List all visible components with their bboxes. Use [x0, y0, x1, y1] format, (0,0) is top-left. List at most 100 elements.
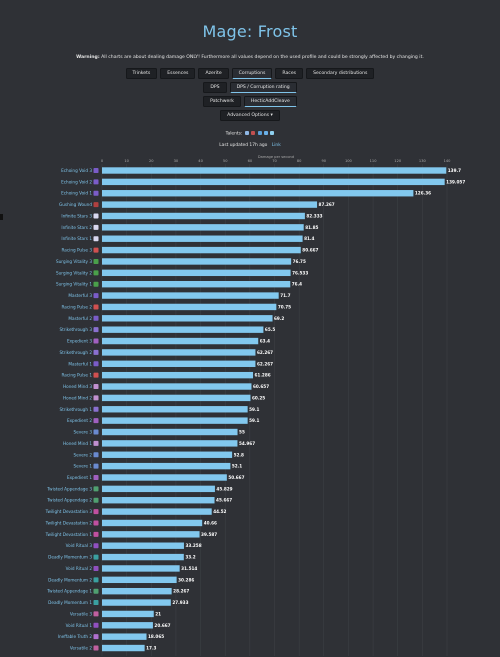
- talent-icon: [257, 131, 262, 135]
- tab-trinkets[interactable]: Trinkets: [125, 68, 158, 79]
- corruption-icon: [93, 179, 99, 185]
- corruption-icon: [93, 463, 99, 469]
- nav-row-fight-style: Patchwerk HecticAddCleave: [0, 96, 500, 107]
- corruption-icon: [93, 418, 99, 424]
- corruption-icon: [93, 622, 99, 628]
- corruption-icon: [93, 520, 99, 526]
- bar: [102, 303, 277, 311]
- bar: [102, 519, 203, 527]
- category-label: Racing Pulse 1: [61, 373, 92, 378]
- x-axis-ticks: 0 10 20 30 40 50 60 70 80 90 100 110 120 130 140: [101, 159, 451, 163]
- corruption-icon: [93, 395, 99, 401]
- bar: [102, 610, 154, 618]
- bar-row: Echoing Void 2 139.057: [61, 178, 465, 186]
- bar-row: Severe 3 55: [74, 428, 245, 436]
- corruption-icon: [93, 361, 99, 367]
- category-label: Deadly Momentum 3: [48, 555, 92, 560]
- tab-dps[interactable]: DPS: [203, 82, 227, 93]
- value-label: 69.2: [274, 316, 284, 321]
- bar: [102, 485, 215, 493]
- bar-row: Gushing Wound 87.267: [59, 201, 335, 208]
- corruption-icon: [93, 224, 99, 230]
- bar: [102, 190, 414, 197]
- talents-label: Talents:: [225, 131, 243, 137]
- category-label: Masterful 2: [68, 316, 92, 321]
- category-label: Infinite Stars 2: [61, 225, 92, 230]
- value-label: 28.267: [173, 589, 189, 594]
- tab-dps-corruption-rating[interactable]: DPS / Corruption rating: [229, 82, 297, 93]
- page-title: Mage: Frost: [202, 22, 298, 41]
- bar-row: Surging Vitality 1 76.4: [56, 281, 302, 288]
- bar-row: Strikethrough 2 62.267: [60, 349, 273, 356]
- value-label: 54.967: [239, 441, 255, 446]
- bar: [102, 497, 215, 504]
- value-label: 62.267: [257, 361, 273, 366]
- bar: [102, 451, 233, 458]
- category-label: Infinite Stars 3: [61, 213, 92, 218]
- corruption-icon: [93, 384, 99, 390]
- category-label: Surging Vitality 2: [56, 270, 92, 275]
- corruption-icon: [93, 531, 99, 537]
- tab-corruptions[interactable]: Corruptions: [231, 68, 273, 79]
- value-label: 55: [239, 430, 245, 435]
- bar: [102, 576, 177, 584]
- bar: [102, 394, 251, 402]
- corruption-icon: [93, 577, 99, 583]
- value-label: 63.4: [260, 339, 270, 344]
- corruption-icon: [93, 611, 99, 617]
- advanced-options-button[interactable]: Advanced Options ▾: [220, 110, 280, 121]
- category-label: Expedient 3: [67, 339, 92, 344]
- bar-row: Racing Pulse 3 80.667: [61, 246, 319, 254]
- bar: [102, 417, 248, 424]
- corruption-icon: [93, 634, 99, 640]
- category-label: Racing Pulse 2: [61, 304, 92, 309]
- value-label: 126.36: [415, 191, 431, 196]
- corruption-icon: [93, 497, 99, 503]
- permalink-link[interactable]: Link: [271, 143, 281, 148]
- corruption-icon: [93, 474, 99, 480]
- tab-races[interactable]: Races: [275, 68, 304, 79]
- bar-row: Infinite Stars 3 82.333: [61, 212, 323, 220]
- x-tick-label: 90: [321, 159, 326, 163]
- bar-row: Masterful 1 62.267: [68, 360, 273, 367]
- category-label: Strikethrough 1: [60, 407, 93, 412]
- bar-row: Strikethrough 1 59.1: [60, 406, 260, 413]
- corruption-icon: [93, 349, 99, 355]
- value-label: 31.514: [181, 566, 197, 571]
- x-tick-label: 130: [419, 159, 427, 163]
- bar: [102, 246, 301, 254]
- tab-essences[interactable]: Essences: [160, 68, 196, 79]
- corruption-icon: [93, 281, 99, 287]
- bar-row: Twisted Appendage 2 45.667: [46, 497, 232, 504]
- bar-row: Surging Vitality 3 76.75: [56, 258, 306, 265]
- category-label: Twilight Devastation 3: [45, 509, 93, 514]
- tab-azerite[interactable]: Azerite: [198, 68, 229, 79]
- value-label: 33.2: [185, 555, 195, 560]
- bar-row: Twilight Devastation 2 40.66: [45, 519, 217, 527]
- corruption-icon: [93, 509, 99, 515]
- value-label: 20.667: [154, 623, 170, 628]
- category-label: Versatile 2: [70, 646, 92, 651]
- corruption-icon: [93, 213, 99, 219]
- category-label: Twilight Devastation 2: [45, 520, 93, 525]
- bar-row: Echoing Void 3 139.7: [61, 167, 461, 174]
- bar: [102, 565, 180, 572]
- x-tick-label: 0: [101, 159, 104, 163]
- value-label: 18.065: [148, 634, 164, 639]
- tab-secondary-distributions[interactable]: Secondary distributions: [306, 68, 375, 79]
- category-label: Versatile 3: [70, 611, 92, 616]
- value-label: 70.75: [278, 304, 291, 309]
- bar: [102, 337, 259, 345]
- bar-row: Racing Pulse 2 70.75: [61, 303, 291, 311]
- bar-row: Surging Vitality 2 76.533: [56, 269, 308, 277]
- category-label: Twisted Appendage 1: [46, 589, 92, 594]
- category-label: Honed Mind 3: [63, 384, 92, 389]
- tab-hecticaddcleave[interactable]: HecticAddCleave: [243, 96, 297, 107]
- bar: [102, 474, 227, 481]
- tab-patchwerk[interactable]: Patchwerk: [203, 96, 241, 107]
- value-label: 60.25: [252, 395, 265, 400]
- bar: [102, 349, 256, 356]
- value-label: 62.267: [257, 350, 273, 355]
- bar: [102, 553, 184, 561]
- nav-row-sim-type: Trinkets Essences Azerite Corruptions Ra…: [0, 68, 500, 79]
